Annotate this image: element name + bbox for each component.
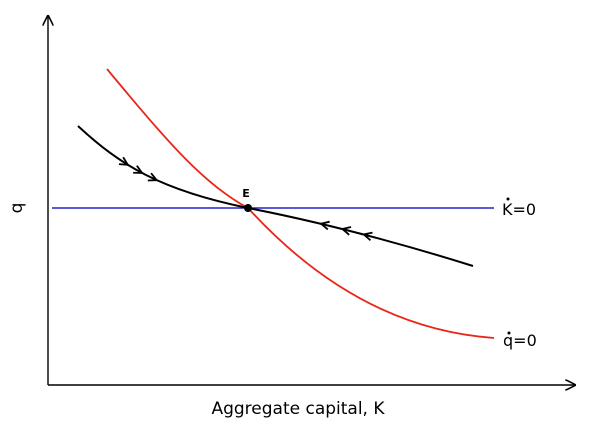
x-axis-label: Aggregate capital, K: [211, 399, 385, 419]
k-dot-overdot: [506, 197, 510, 201]
q-dot-zero-label: q=0: [503, 331, 537, 350]
k-dot-zero-text: K=0: [502, 200, 536, 219]
q-dot-zero-text: q=0: [503, 331, 537, 350]
q-dot-overdot: [507, 331, 511, 335]
y-axis-label: q: [7, 203, 27, 214]
saddle-path: [77, 125, 474, 267]
saddle-path-arrow: [147, 172, 159, 182]
equilibrium-label: E: [242, 187, 250, 200]
saddle-path-arrow: [319, 220, 330, 231]
saddle-path-arrow: [361, 231, 373, 241]
saddle-path-arrow: [118, 156, 130, 166]
saddle-path-arrows: [118, 156, 373, 241]
k-dot-zero-label: K=0: [502, 197, 536, 219]
saddle-path-arrow: [340, 226, 352, 236]
saddle-path-arrow: [133, 165, 144, 174]
equilibrium-point: [244, 204, 252, 212]
q-dot-zero-curve: [106, 68, 495, 339]
